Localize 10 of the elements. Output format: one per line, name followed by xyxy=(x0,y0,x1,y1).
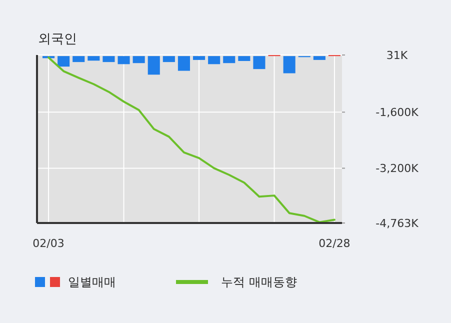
line-series xyxy=(48,56,336,224)
y-tick-label: -1,600K xyxy=(376,106,420,120)
y-tick-label: -3,200K xyxy=(376,162,420,176)
chart-title: 외국인 xyxy=(38,32,77,47)
y-tick-label: 31K xyxy=(386,49,408,62)
legend-label: 누적 매매동향 xyxy=(221,275,297,289)
x-tick-label: 02/03 xyxy=(32,237,64,250)
x-tick-label: 02/28 xyxy=(318,237,350,250)
legend-label: 일별매매 xyxy=(68,275,116,289)
y-tick-label: -4,763K xyxy=(376,217,420,230)
